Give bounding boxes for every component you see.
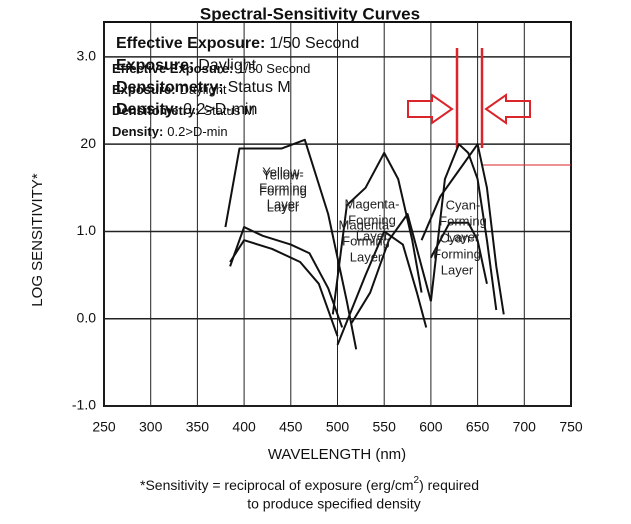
y-tick-label: 0.0 xyxy=(77,309,97,325)
layer-label: Forming xyxy=(259,180,307,195)
footnote: to produce specified density xyxy=(247,496,421,512)
y-tick-label: -1.0 xyxy=(72,397,96,413)
annotation-label: Density: xyxy=(112,124,163,139)
x-tick-label: 700 xyxy=(513,419,537,435)
annotation-value: Status M xyxy=(203,103,254,118)
sensitivity-curve xyxy=(229,239,339,337)
x-tick-label: 750 xyxy=(559,419,583,435)
y-axis-label: LOG SENSITIVITY* xyxy=(29,173,46,307)
sensitivity-curve xyxy=(429,143,498,311)
layer-label: Cyan- xyxy=(446,197,481,212)
layer-label: Cyan- xyxy=(440,230,475,245)
layer-label: Magenta- xyxy=(345,196,400,211)
annotation-label: Exposure: xyxy=(112,82,176,97)
layer-label: Layer xyxy=(267,196,300,211)
annotation: Effective Exposure: 1/50 Second xyxy=(112,61,310,76)
layer-label: Forming xyxy=(259,183,307,198)
annotation-value: Daylight xyxy=(198,57,256,74)
annotation-value: Daylight xyxy=(180,82,227,97)
x-tick-label: 350 xyxy=(186,419,210,435)
sensitivity-curve xyxy=(430,221,488,285)
layer-label: Layer xyxy=(350,249,383,264)
sensitivity-curve xyxy=(336,230,428,346)
footnote: *Sensitivity = reciprocal of exposure (e… xyxy=(140,475,479,493)
x-tick-label: 500 xyxy=(326,419,350,435)
layer-label: Layer xyxy=(447,229,480,244)
layer-label: Forming xyxy=(439,213,487,228)
annotation-label: Effective Exposure: xyxy=(112,61,233,76)
annotation: Effective Exposure: 1/50 Second xyxy=(116,35,359,52)
x-tick-label: 400 xyxy=(232,419,256,435)
annotation-label: Effective Exposure: xyxy=(116,35,265,52)
x-tick-label: 250 xyxy=(92,419,116,435)
sensitivity-curve xyxy=(420,143,505,315)
red-arrow xyxy=(484,93,531,125)
x-tick-label: 550 xyxy=(373,419,397,435)
layer-label: Forming xyxy=(342,233,390,248)
layer-label: Layer xyxy=(267,199,300,214)
y-tick-label: 3.0 xyxy=(77,48,97,64)
red-arrow xyxy=(407,93,454,125)
layer-label: Yellow- xyxy=(262,164,303,179)
annotation-value: 1/50 Second xyxy=(269,35,359,52)
x-tick-label: 650 xyxy=(466,419,490,435)
x-tick-label: 450 xyxy=(279,419,303,435)
layer-label: Magenta- xyxy=(339,217,394,232)
sensitivity-curve xyxy=(350,213,432,324)
annotation: Density: 0.2>D-min xyxy=(116,101,257,118)
annotation-label: Exposure: xyxy=(116,57,194,74)
layer-label: Forming xyxy=(433,246,481,261)
x-tick-label: 600 xyxy=(419,419,443,435)
y-tick-label: 20 xyxy=(80,135,96,151)
annotation-label: Densitometry: xyxy=(112,103,199,118)
x-axis-label: WAVELENGTH (nm) xyxy=(268,446,406,463)
annotation-label: Densitometry: xyxy=(116,79,224,96)
annotation-label: Density: xyxy=(116,101,179,118)
layer-label: Layer xyxy=(356,228,389,243)
annotation: Exposure: Daylight xyxy=(112,82,227,97)
annotation-value: Status M xyxy=(228,79,291,96)
annotation-value: 1/50 Second xyxy=(237,61,310,76)
layer-label: Yellow- xyxy=(262,167,303,182)
sensitivity-curve xyxy=(331,151,423,315)
annotation-value: 0.2>D-min xyxy=(183,101,257,118)
annotation: Density: 0.2>D-min xyxy=(112,124,228,139)
y-tick-label: 1.0 xyxy=(77,222,97,238)
annotation: Densitometry: Status M xyxy=(112,103,255,118)
annotation: Exposure: Daylight xyxy=(116,57,257,74)
red-markers xyxy=(407,48,571,166)
layer-label: Layer xyxy=(441,262,474,277)
chart-title: Spectral-Sensitivity Curves xyxy=(200,4,420,23)
annotation-value: 0.2>D-min xyxy=(167,124,227,139)
annotation: Densitometry: Status M xyxy=(116,79,291,96)
sensitivity-curve xyxy=(224,138,358,350)
sensitivity-curve xyxy=(229,226,344,328)
x-tick-label: 300 xyxy=(139,419,163,435)
layer-label: Forming xyxy=(348,212,396,227)
